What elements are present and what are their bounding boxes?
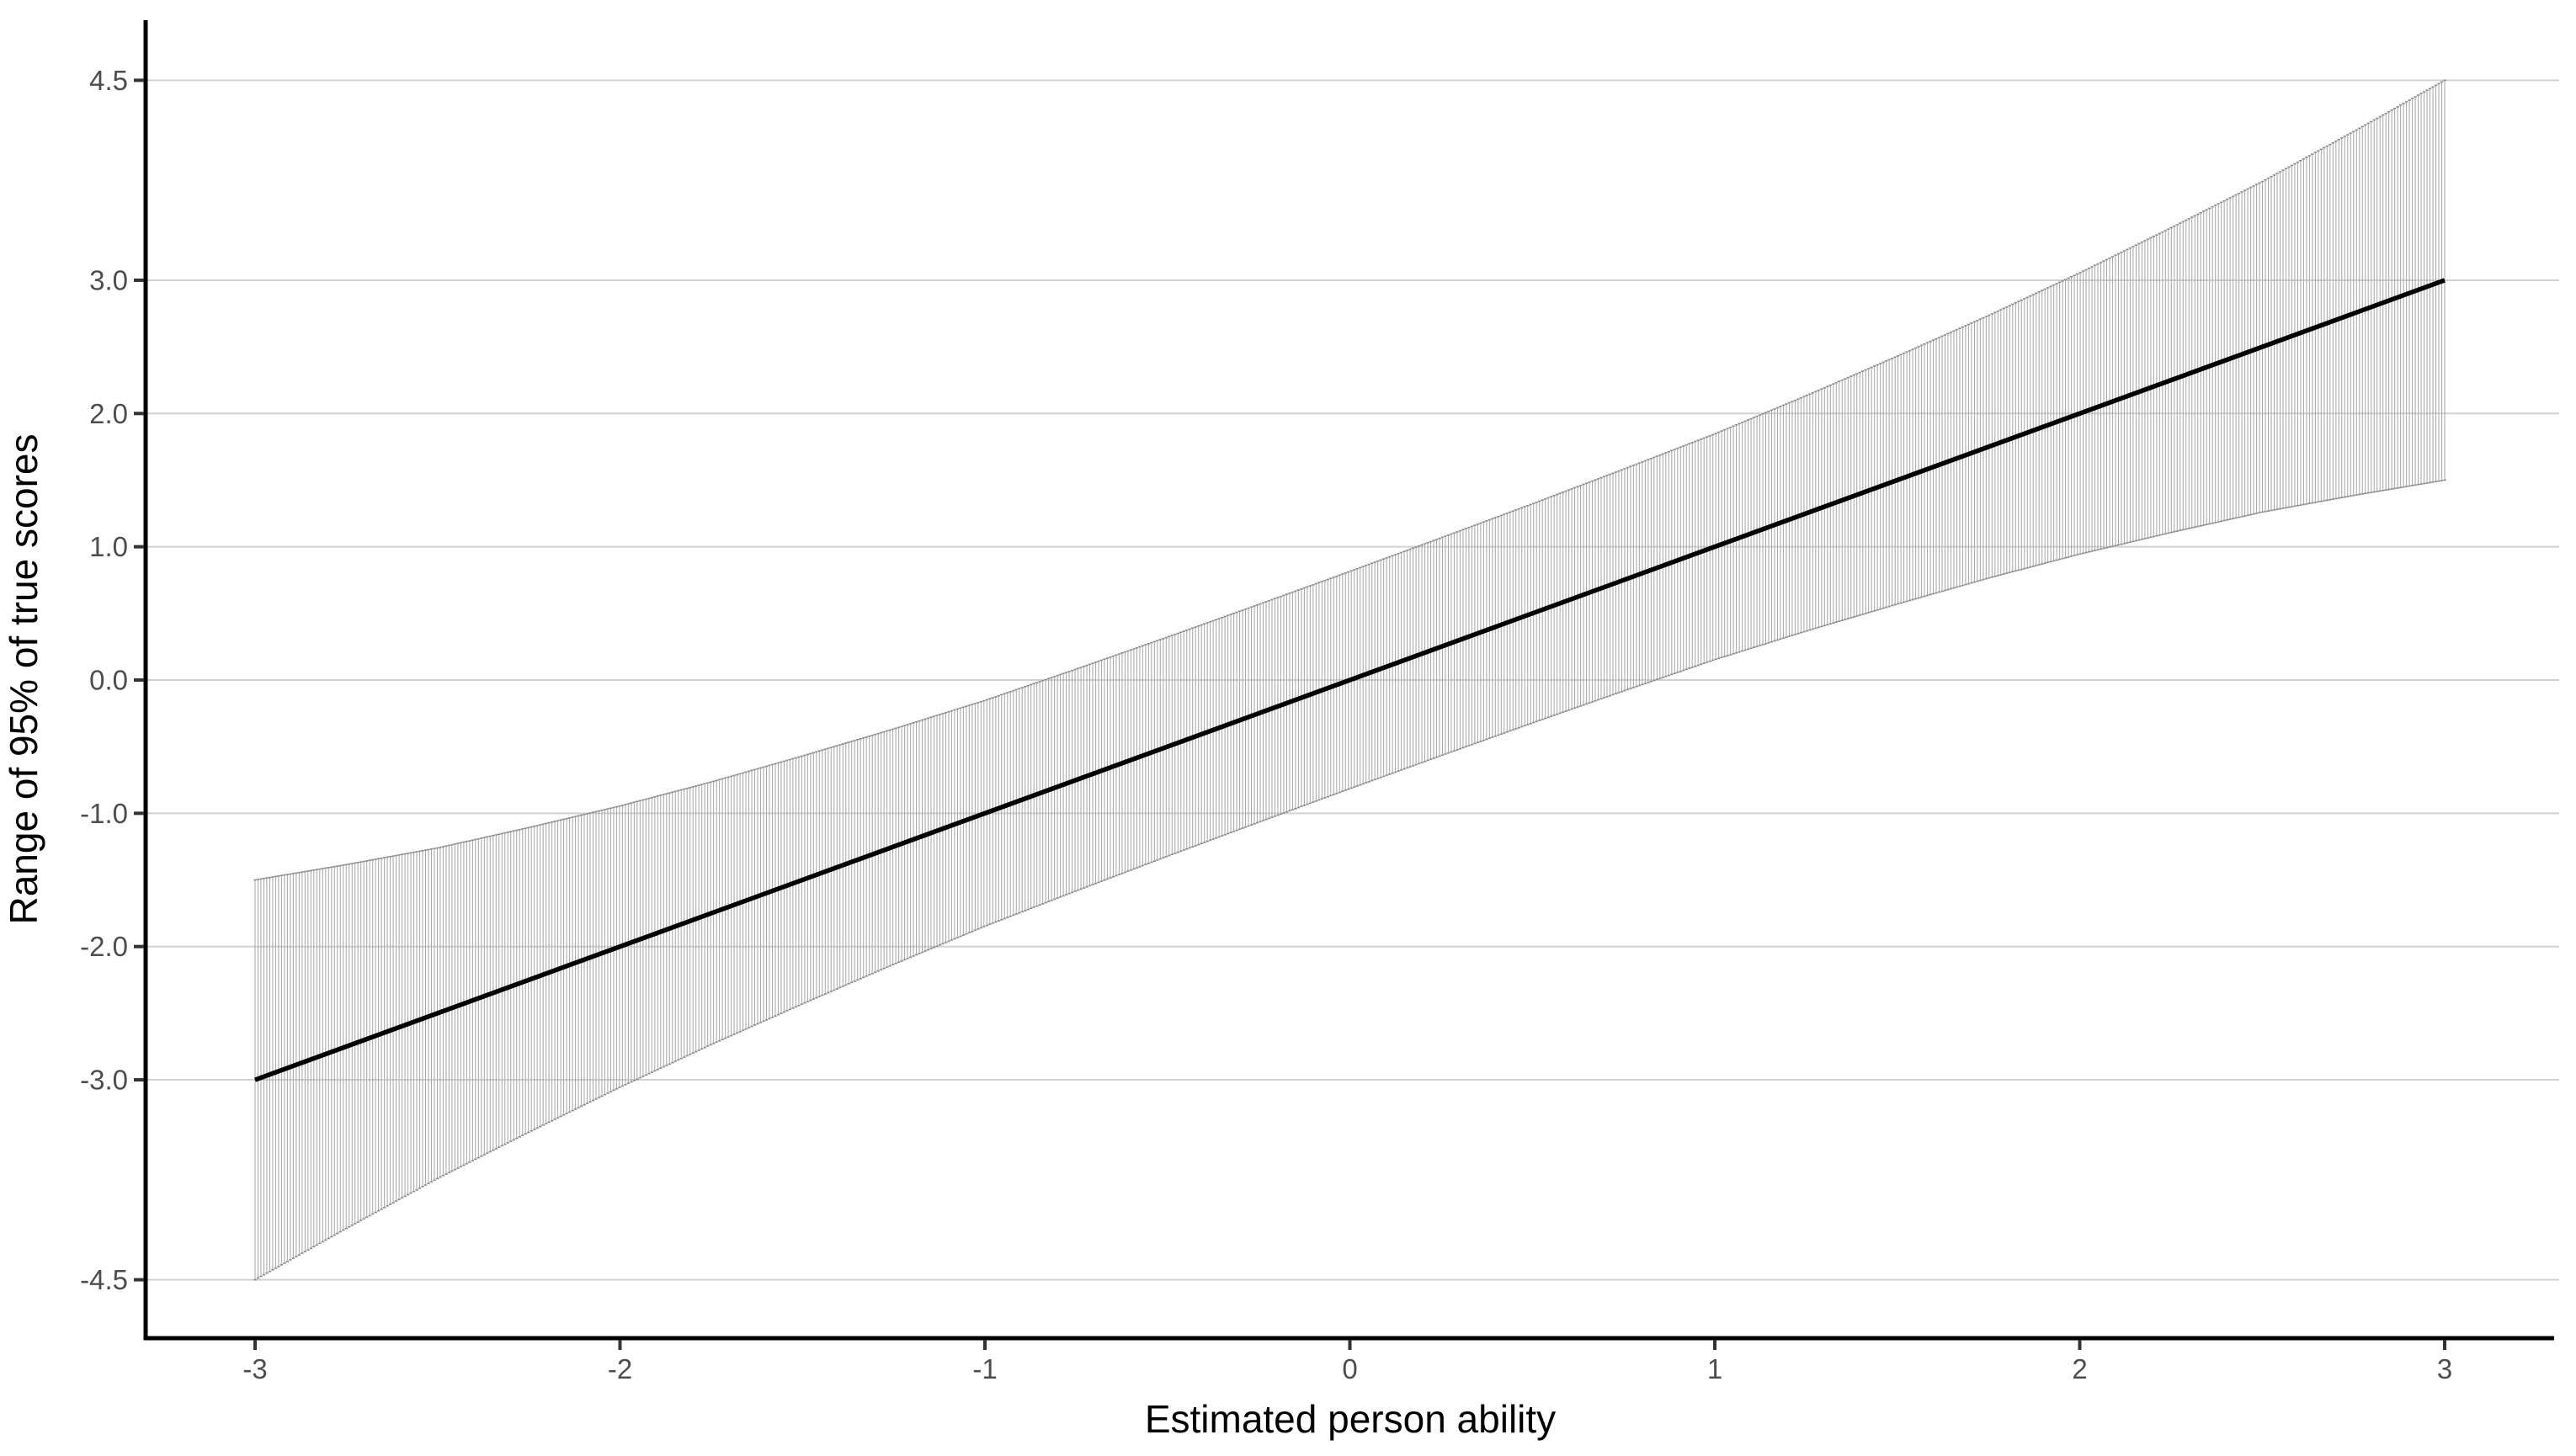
identity-line	[254, 278, 2446, 1082]
x-tick-label: -3	[242, 1353, 267, 1384]
x-tick-label: -1	[972, 1353, 997, 1384]
x-tick-label: 1	[1707, 1353, 1722, 1384]
y-tick-label: -3.0	[80, 1065, 128, 1096]
y-tick-label: 3.0	[89, 264, 128, 295]
y-tick-label: 0.0	[89, 665, 128, 696]
y-tick-label: 1.0	[89, 531, 128, 562]
y-tick-label: -2.0	[80, 931, 128, 962]
x-tick-label: 2	[2072, 1353, 2087, 1384]
x-axis: -3 -2 -1 0 1 2 3	[143, 1336, 2554, 1384]
y-tick-labels: 4.5 3.0 2.0 1.0 0.0 -1.0 -2.0 -3.0 -4.5	[80, 65, 128, 1295]
x-tick-labels: -3 -2 -1 0 1 2 3	[242, 1353, 2452, 1384]
y-tick-label: 4.5	[89, 65, 128, 96]
x-tick-marks	[253, 1340, 2446, 1350]
y-axis-title: Range of 95% of true scores	[2, 434, 45, 925]
y-tick-label: -4.5	[80, 1264, 128, 1295]
y-tick-label: 2.0	[89, 398, 128, 429]
y-axis: 4.5 3.0 2.0 1.0 0.0 -1.0 -2.0 -3.0 -4.5	[80, 20, 148, 1341]
x-tick-label: 0	[1342, 1353, 1357, 1384]
x-tick-label: 3	[2437, 1353, 2452, 1384]
y-tick-marks	[134, 78, 144, 1282]
y-tick-label: -1.0	[80, 798, 128, 829]
x-axis-title: Estimated person ability	[1145, 1397, 1556, 1441]
x-tick-label: -2	[608, 1353, 632, 1384]
